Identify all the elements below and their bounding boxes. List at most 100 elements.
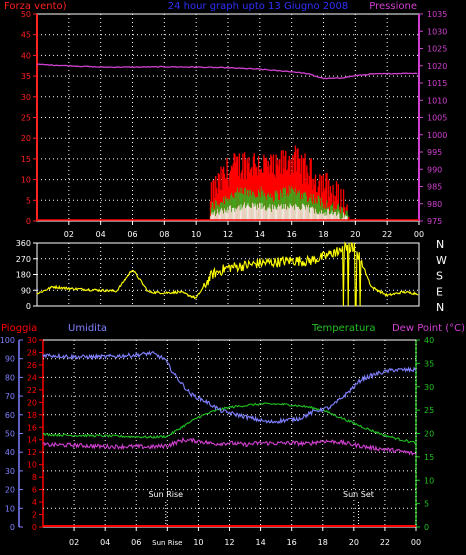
tick-label: 40 [424, 336, 434, 345]
tick-label: 30 [21, 93, 31, 102]
tick-label: 995 [427, 148, 442, 157]
compass-label: W [436, 254, 447, 267]
tick-label: 180 [16, 271, 31, 280]
tick-label: 0 [32, 523, 37, 532]
compass-label: S [436, 270, 443, 283]
tick-label: 20 [27, 398, 37, 407]
tick-label: 14 [255, 538, 265, 547]
tick-label: 15 [424, 453, 434, 462]
tick-label: 0 [26, 302, 31, 311]
pressure-line [36, 63, 418, 80]
left-header-label: Forza vento) [4, 1, 67, 12]
tick-label: 100 [0, 336, 15, 345]
tick-label: 14 [27, 436, 37, 445]
tick-label: Sun Rise [152, 539, 182, 547]
tick-label: 1035 [427, 10, 447, 19]
tick-label: 270 [16, 255, 31, 264]
tick-label: 30 [5, 467, 15, 476]
tick-label: 80 [5, 373, 15, 382]
tick-label: 04 [96, 230, 106, 239]
tick-label: 40 [21, 51, 31, 60]
tick-label: 12 [223, 230, 233, 239]
tick-label: 12 [224, 538, 234, 547]
tick-label: 60 [5, 411, 15, 420]
tick-label: 990 [427, 165, 442, 174]
tick-label: 18 [318, 230, 328, 239]
wind-pressure-panel: 0510152025303540455097598098599099510001… [21, 10, 448, 239]
tick-label: 20 [350, 230, 360, 239]
tick-label: 18 [318, 538, 328, 547]
tick-label: 00 [411, 538, 421, 547]
tick-label: 980 [427, 200, 442, 209]
tick-label: 12 [27, 448, 37, 457]
tick-label: 4 [32, 498, 37, 507]
tick-label: 1020 [427, 62, 447, 71]
tick-label: 22 [382, 230, 392, 239]
tick-label: 10 [5, 504, 15, 513]
tick-label: 1025 [427, 45, 447, 54]
tick-label: 1015 [427, 79, 447, 88]
tick-label: 30 [27, 336, 37, 345]
tick-label: 70 [5, 392, 15, 401]
tick-label: 16 [287, 230, 297, 239]
rain-axis-title: Pioggia [1, 323, 37, 334]
right-header-label: Pressione [369, 1, 417, 12]
tick-label: 25 [21, 114, 31, 123]
dew-point-line [42, 436, 417, 456]
tick-label: 28 [27, 348, 37, 357]
tick-label: 35 [424, 359, 434, 368]
tick-label: 00 [414, 230, 424, 239]
tick-label: 5 [26, 196, 31, 205]
tick-label: 0 [26, 217, 31, 226]
tick-label: 6 [32, 486, 37, 495]
tick-label: 10 [424, 476, 434, 485]
tick-label: 2 [32, 511, 37, 520]
tick-label: 18 [27, 411, 37, 420]
tick-label: 16 [27, 423, 37, 432]
tick-label: 10 [191, 230, 201, 239]
tick-label: 0 [424, 523, 429, 532]
tick-label: 50 [21, 10, 31, 19]
temperature-axis-title: Temperatura [311, 323, 376, 334]
tick-label: 16 [287, 538, 297, 547]
tick-label: 02 [69, 538, 79, 547]
tick-label: 15 [21, 155, 31, 164]
tick-label: 20 [5, 486, 15, 495]
sun-marker-label: Sun Rise [148, 490, 183, 499]
tick-label: 35 [21, 72, 31, 81]
tick-label: 24 [27, 373, 37, 382]
compass-label: E [436, 285, 443, 298]
tick-label: 40 [5, 448, 15, 457]
tick-label: 985 [427, 183, 442, 192]
tick-label: 06 [127, 230, 137, 239]
tick-label: 25 [424, 406, 434, 415]
tick-label: 975 [427, 217, 442, 226]
graph-title: 24 hour graph upto 13 Giugno 2008 [168, 1, 349, 12]
tick-label: 14 [255, 230, 265, 239]
tick-label: 360 [16, 239, 31, 248]
plot-frame [36, 242, 420, 307]
tick-label: 20 [21, 134, 31, 143]
tick-label: 26 [27, 361, 37, 370]
tick-label: 90 [5, 355, 15, 364]
tick-label: 1030 [427, 27, 447, 36]
wind-direction-line [36, 241, 419, 307]
tick-label: 10 [27, 461, 37, 470]
tick-label: 06 [131, 538, 141, 547]
tick-label: 02 [64, 230, 74, 239]
tick-label: 45 [21, 31, 31, 40]
tick-label: 1000 [427, 131, 447, 140]
tick-label: 30 [424, 383, 434, 392]
tick-label: 90 [21, 286, 31, 295]
tick-label: 50 [5, 430, 15, 439]
humidity-line [42, 350, 417, 425]
sun-marker-label: Sun Set [343, 490, 374, 499]
tick-label: 10 [21, 176, 31, 185]
tick-label: 5 [424, 500, 429, 509]
temperature-line [42, 402, 416, 445]
compass-label: N [436, 238, 444, 251]
tick-label: 10 [193, 538, 203, 547]
tick-label: 20 [424, 430, 434, 439]
